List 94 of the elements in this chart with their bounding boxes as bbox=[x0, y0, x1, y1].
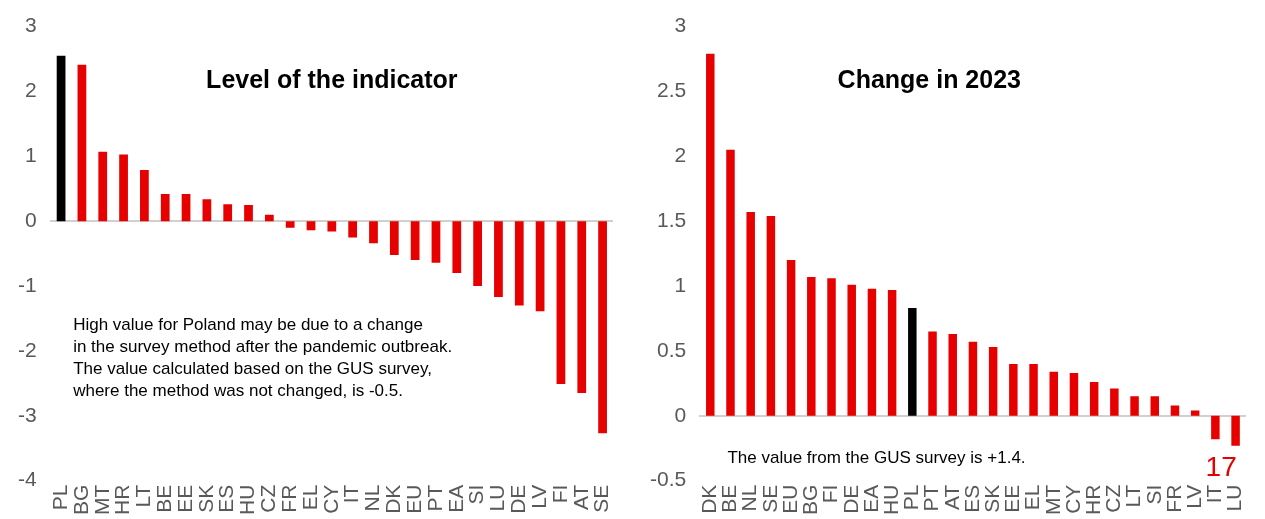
bar bbox=[410, 221, 420, 261]
bar bbox=[160, 193, 170, 222]
bar bbox=[306, 221, 316, 231]
bar bbox=[181, 193, 191, 222]
bar bbox=[348, 221, 358, 238]
bar bbox=[77, 64, 87, 222]
x-tick-label: PL bbox=[47, 484, 71, 511]
y-tick-label: 0 bbox=[674, 402, 687, 426]
y-tick-label: -1 bbox=[17, 272, 37, 296]
bar bbox=[786, 260, 796, 416]
bar bbox=[807, 276, 816, 416]
bar bbox=[1009, 363, 1018, 416]
annotation: High value for Poland may be due to a change in the survey method after the pandemic outbreak. The value calculated based on the GUS survey, where the method was not changed, is -0.5. bbox=[72, 315, 453, 400]
x-tick-label: BG bbox=[68, 484, 92, 515]
bar bbox=[928, 331, 937, 416]
annotation: 17 bbox=[1205, 450, 1237, 482]
bar bbox=[244, 204, 253, 222]
y-tick-label: 2 bbox=[674, 143, 687, 167]
y-tick-label: -4 bbox=[17, 467, 37, 491]
y-tick-label: 1.5 bbox=[656, 207, 687, 231]
bar bbox=[1110, 388, 1119, 416]
x-tick-label: IT bbox=[339, 484, 363, 504]
x-tick-label: EL bbox=[297, 484, 321, 511]
bar bbox=[473, 221, 482, 287]
x-tick-label: LT bbox=[131, 484, 155, 508]
y-tick-label: 0 bbox=[24, 207, 37, 231]
y-tick-label: 3 bbox=[24, 13, 37, 37]
bar bbox=[847, 284, 856, 416]
bar bbox=[56, 55, 66, 222]
x-tick-label: AT bbox=[568, 484, 592, 510]
y-tick-label: -2 bbox=[17, 337, 37, 361]
bar bbox=[494, 221, 503, 298]
bar bbox=[706, 53, 715, 416]
annotation: The value from the GUS survey is +1.4. bbox=[727, 447, 1026, 467]
x-tick-label: MT bbox=[89, 484, 113, 515]
x-tick-label: NL bbox=[360, 484, 384, 512]
bar bbox=[1190, 410, 1200, 416]
x-tick-label: SE bbox=[589, 484, 613, 513]
bar bbox=[968, 341, 978, 416]
bar bbox=[285, 221, 295, 228]
y-tick-label: 1 bbox=[24, 143, 37, 167]
text: Change in 2023 bbox=[837, 65, 1021, 94]
bar bbox=[577, 221, 587, 394]
x-tick-label: HR bbox=[110, 484, 134, 515]
bar bbox=[223, 204, 233, 222]
bar bbox=[726, 149, 735, 416]
y-tick-label: 0.5 bbox=[656, 337, 687, 361]
bar bbox=[1211, 415, 1220, 440]
bar bbox=[1130, 396, 1139, 416]
bar bbox=[1170, 405, 1180, 416]
bar bbox=[908, 308, 917, 416]
bar bbox=[535, 221, 545, 312]
x-tick-label: ES bbox=[214, 484, 238, 513]
bar bbox=[98, 151, 108, 222]
y-tick-label: -0.5 bbox=[650, 467, 687, 491]
bar bbox=[389, 221, 399, 255]
bar bbox=[1150, 396, 1160, 416]
bar bbox=[1231, 415, 1240, 446]
bar bbox=[1029, 363, 1038, 416]
x-tick-label: SK bbox=[193, 484, 217, 513]
bar bbox=[119, 154, 128, 222]
y-tick-label: 2.5 bbox=[656, 78, 687, 102]
x-tick-label: HU bbox=[235, 484, 259, 515]
x-tick-label: FI bbox=[547, 484, 571, 504]
bar bbox=[827, 278, 836, 416]
bar bbox=[867, 288, 877, 416]
text: Level of the indicator bbox=[206, 65, 458, 94]
bar bbox=[1049, 371, 1058, 416]
y-tick-label: -3 bbox=[17, 402, 37, 426]
bar bbox=[988, 347, 998, 416]
bar bbox=[556, 221, 566, 385]
bar bbox=[140, 169, 149, 222]
x-tick-label: LU bbox=[485, 484, 509, 512]
bar bbox=[948, 334, 957, 416]
y-tick-label: 1 bbox=[674, 272, 687, 296]
bar bbox=[202, 199, 212, 222]
bar bbox=[766, 216, 776, 416]
x-tick-label: SI bbox=[464, 484, 488, 505]
x-tick-label: PT bbox=[422, 484, 446, 512]
bar bbox=[1089, 382, 1099, 416]
bar bbox=[514, 221, 524, 306]
y-tick-label: 3 bbox=[674, 13, 687, 37]
bar bbox=[431, 221, 441, 263]
bar bbox=[327, 221, 337, 232]
x-tick-label: EA bbox=[443, 484, 467, 513]
bar bbox=[264, 214, 274, 222]
bar bbox=[887, 289, 897, 416]
bar bbox=[598, 221, 607, 434]
bar bbox=[746, 212, 755, 416]
y-tick-label: 2 bbox=[24, 78, 37, 102]
x-tick-label: CY bbox=[318, 484, 342, 514]
bar bbox=[369, 221, 378, 244]
bar bbox=[1069, 372, 1079, 416]
bar bbox=[452, 221, 462, 274]
